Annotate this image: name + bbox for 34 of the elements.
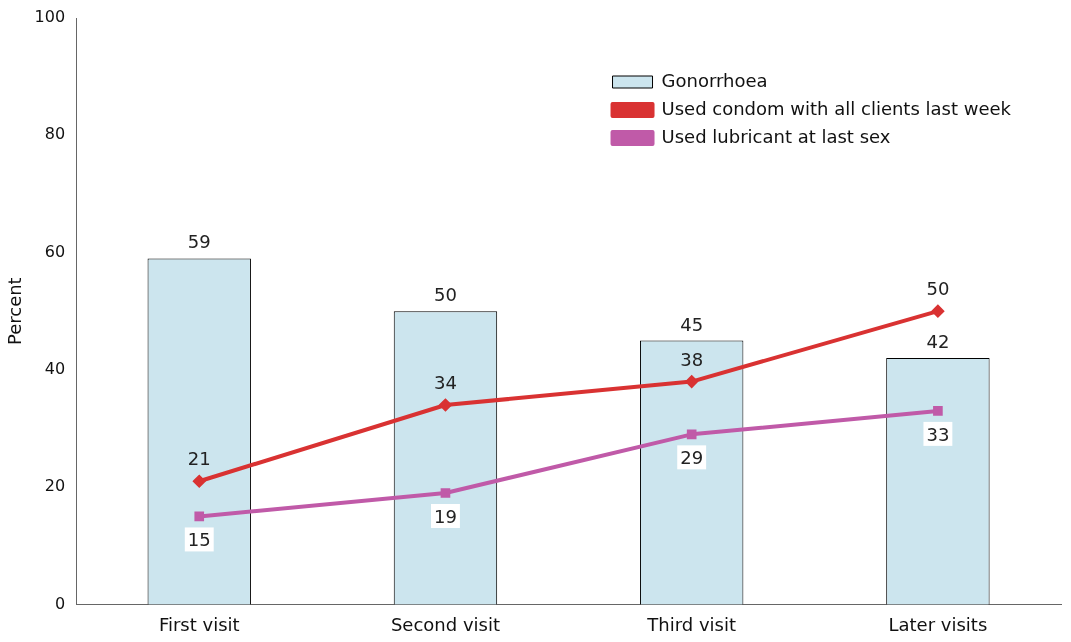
y-tick-label: 0 <box>54 593 66 613</box>
legend-label: Used condom with all clients last week <box>661 97 1012 119</box>
point <box>440 488 451 498</box>
legend-label: Gonorrhoea <box>661 69 768 91</box>
data-label: 50 <box>926 278 950 300</box>
data-label: 59 <box>187 231 211 253</box>
data-label: 34 <box>434 372 457 394</box>
y-tick-label: 40 <box>44 359 66 378</box>
x-tick-label: Later visits <box>888 613 988 635</box>
x-tick-label: First visit <box>158 613 240 635</box>
data-label: 42 <box>926 331 950 353</box>
data-label: 19 <box>434 505 457 527</box>
y-tick-label: 80 <box>44 124 66 144</box>
point <box>933 406 943 416</box>
point <box>194 511 205 522</box>
point <box>193 475 206 488</box>
data-label: 50 <box>434 284 457 306</box>
point <box>931 305 944 318</box>
data-label: 33 <box>926 423 950 445</box>
data-label: 21 <box>187 448 211 470</box>
x-tick-label: Second visit <box>390 613 500 635</box>
data-label: 38 <box>680 348 704 370</box>
y-tick-label: 100 <box>34 7 66 27</box>
point <box>685 375 698 388</box>
data-label: 15 <box>187 529 211 551</box>
y-axis-title: Percent <box>4 277 26 346</box>
x-tick-label: Third visit <box>646 613 737 635</box>
data-label: 29 <box>680 447 704 469</box>
y-tick-label: 20 <box>44 476 66 496</box>
y-tick-label: 60 <box>44 241 66 261</box>
point <box>439 399 452 412</box>
data-label: 45 <box>680 313 704 335</box>
point <box>686 429 697 440</box>
legend-label: Used lubricant at last sex <box>661 125 891 147</box>
